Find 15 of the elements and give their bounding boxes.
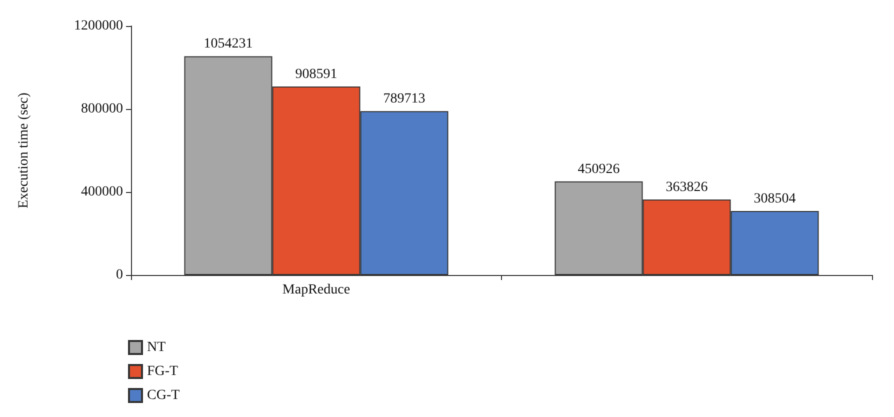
data-label: 363826 [666,180,708,196]
y-tick-label: 1200000 [74,18,123,34]
y-tick-label: 800000 [81,102,123,116]
data-label: 450926 [578,162,620,177]
legend-label: FG-T [147,364,179,379]
legend-label: NT [147,340,166,355]
y-tick-label: 0 [116,268,123,282]
y-axis-title: Execution time (sec) [16,92,32,208]
data-label: 789713 [383,92,426,107]
data-label: 908591 [295,66,338,82]
data-label: 308504 [754,191,796,206]
y-tick-label: 400000 [81,184,123,200]
legend-label: CG-T [147,388,180,403]
data-label: 1054231 [204,36,253,52]
x-tick-label: MapReduce [282,282,350,298]
